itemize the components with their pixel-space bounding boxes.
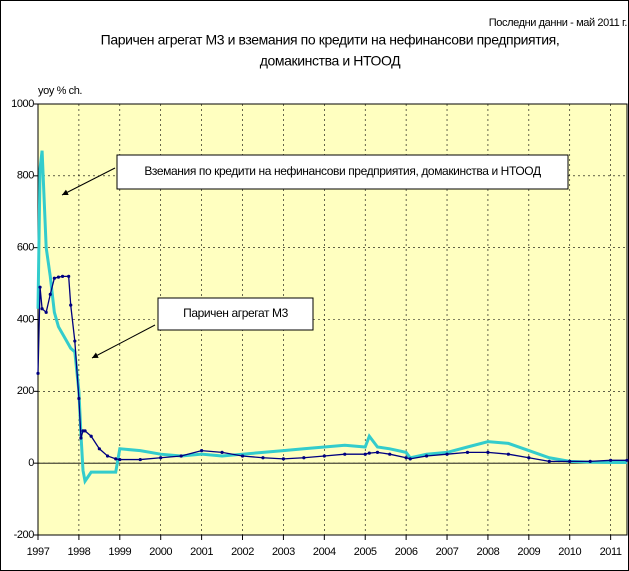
point bbox=[302, 456, 306, 460]
point bbox=[105, 454, 110, 458]
x-tick-label: 1998 bbox=[67, 546, 90, 558]
x-tick-label: 2008 bbox=[476, 546, 499, 558]
x-tick-label: 1999 bbox=[108, 546, 131, 558]
point bbox=[79, 436, 83, 440]
y-tick-label: 1000 bbox=[11, 98, 34, 110]
x-tick-label: 2005 bbox=[354, 546, 377, 558]
x-tick-label: 2007 bbox=[436, 546, 459, 558]
point bbox=[388, 452, 392, 456]
point bbox=[83, 429, 87, 433]
point bbox=[67, 274, 71, 278]
point bbox=[60, 274, 65, 278]
point bbox=[159, 456, 163, 460]
point bbox=[56, 275, 61, 279]
annotation-box bbox=[157, 297, 314, 331]
point bbox=[445, 452, 449, 456]
point bbox=[568, 459, 572, 463]
point bbox=[322, 454, 326, 458]
x-tick-label: 2004 bbox=[313, 546, 336, 558]
point bbox=[138, 457, 142, 462]
point bbox=[114, 457, 118, 461]
annotation-arrow bbox=[91, 324, 156, 359]
point bbox=[48, 292, 52, 296]
x-tick-label: 2010 bbox=[558, 546, 581, 558]
point bbox=[97, 447, 101, 451]
x-tick-label: 2011 bbox=[600, 546, 622, 558]
x-tick-label: 2009 bbox=[517, 546, 540, 558]
series-label: Паричен агрегат М3 bbox=[183, 306, 289, 320]
point bbox=[527, 456, 531, 460]
point bbox=[36, 371, 40, 375]
point bbox=[408, 457, 412, 461]
y-tick-label: 400 bbox=[17, 313, 34, 325]
x-tick-label: 2001 bbox=[190, 546, 213, 558]
point bbox=[424, 454, 429, 458]
chart-title: Паричен агрегат М3 и вземания по кредити… bbox=[101, 32, 560, 48]
y-tick-label: 800 bbox=[17, 170, 34, 182]
point bbox=[220, 450, 224, 454]
point bbox=[404, 456, 408, 460]
point bbox=[588, 459, 592, 463]
point bbox=[625, 458, 629, 462]
x-tick-label: 1997 bbox=[27, 546, 50, 558]
point bbox=[261, 456, 265, 460]
point bbox=[609, 458, 613, 462]
x-tick-label: 2000 bbox=[149, 546, 172, 558]
x-tick-label: 2006 bbox=[395, 546, 418, 558]
point bbox=[69, 303, 73, 307]
point bbox=[118, 457, 122, 462]
point bbox=[179, 454, 183, 458]
point bbox=[89, 434, 93, 438]
point bbox=[77, 396, 81, 401]
annotation-arrow bbox=[61, 167, 116, 196]
y-tick-label: 0 bbox=[28, 457, 34, 469]
point bbox=[486, 450, 490, 454]
point bbox=[506, 452, 510, 456]
point bbox=[281, 457, 286, 461]
point bbox=[240, 454, 245, 458]
series-label: Вземания по кредити на нефинансови предп… bbox=[144, 164, 541, 178]
point bbox=[52, 276, 56, 280]
annotation-box bbox=[116, 154, 569, 190]
point bbox=[200, 448, 204, 453]
point bbox=[465, 450, 470, 454]
point bbox=[44, 310, 48, 314]
y-tick-label: -200 bbox=[14, 529, 35, 541]
x-tick-label: 2003 bbox=[272, 546, 295, 558]
point bbox=[343, 452, 347, 456]
point bbox=[367, 451, 371, 455]
point bbox=[363, 452, 367, 456]
chart-title: домакинства и НТООД bbox=[260, 53, 401, 69]
note: Последни данни - май 2011 г. bbox=[489, 17, 628, 29]
series-line bbox=[36, 150, 627, 485]
point bbox=[73, 339, 77, 343]
y-tick-label: 200 bbox=[17, 385, 34, 397]
point bbox=[38, 285, 42, 289]
x-tick-label: 2002 bbox=[231, 546, 254, 558]
y-tick-label: 600 bbox=[17, 242, 34, 254]
y-axis-label: yoy % ch. bbox=[38, 85, 82, 97]
plot-border bbox=[37, 103, 628, 536]
point bbox=[375, 450, 380, 454]
point bbox=[547, 459, 551, 463]
point bbox=[40, 307, 44, 311]
